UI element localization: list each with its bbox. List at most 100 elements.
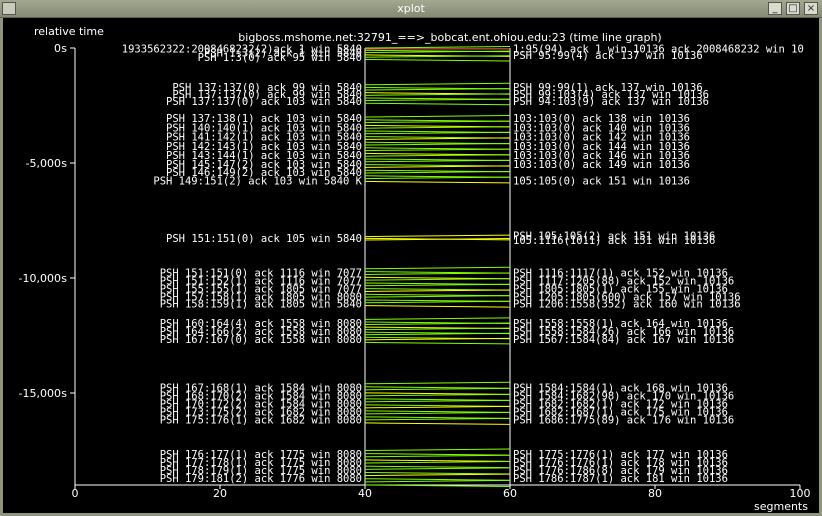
segment-line xyxy=(364,386,511,389)
segment-line xyxy=(364,392,511,395)
packet-label-left: PSH 179:181(2) ack 1776 win 8080 xyxy=(160,473,362,485)
maximize-button[interactable]: □ xyxy=(786,2,800,15)
segment-line xyxy=(364,341,511,345)
segment-line xyxy=(364,471,511,475)
segment-line xyxy=(364,165,511,168)
packet-label-right: PSH 1776:1776(1) ack 178 win 10136 xyxy=(513,457,728,469)
segment-line xyxy=(364,478,511,481)
segment-line xyxy=(364,479,511,483)
packet-label-right: 103:103(0) ack 142 win 10136 xyxy=(513,132,690,144)
packet-label-right: 105:105(0) ack 151 win 10136 xyxy=(513,175,690,187)
window-titlebar[interactable]: xplot _ □ × xyxy=(0,0,822,18)
segment-line xyxy=(364,332,511,336)
packet-label-left: PSH 137:137(0) ack 99 win 5840 xyxy=(172,82,362,94)
segment-line xyxy=(364,126,511,129)
packet-label-right: PSH 99:99(1) ack 137 win 10136 xyxy=(513,82,703,94)
x-axis-label: segments xyxy=(754,500,808,513)
window-menu-icon[interactable] xyxy=(2,2,16,15)
packet-label-left: PSH 157:158(1) ack 1805 win 8080 xyxy=(160,291,362,303)
packet-label-left: PSH 151:151(0) ack 105 win 5840 xyxy=(166,233,362,245)
packet-label-left: PSH 1:3(2) ack 1 win 5840 xyxy=(204,48,362,60)
segment-line xyxy=(364,131,511,135)
segment-line xyxy=(364,171,511,174)
packet-label-right: PSH 1584:1682(98) ack 170 win 10136 xyxy=(513,390,734,402)
segment-line xyxy=(364,120,511,124)
packet-label-right: PSH 1682:1682(1) ack 172 win 10136 xyxy=(513,398,728,410)
packet-label-right: PSH 1205:1805(600) ack 157 win 10136 xyxy=(513,291,741,303)
segment-line xyxy=(364,278,511,281)
packet-label-left: PSH 177:178(1) ack 1775 win 8080 xyxy=(160,457,362,469)
window-frame xyxy=(0,18,822,516)
segment-line xyxy=(364,405,511,409)
segment-line xyxy=(364,50,511,54)
y-tick-label: 0 xyxy=(54,42,61,55)
segment-line xyxy=(364,102,511,106)
segment-line xyxy=(364,159,511,163)
y-tick-label: -10,000 xyxy=(19,272,61,285)
packet-label-left: PSH 137:138(1) ack 103 win 5840 xyxy=(166,113,362,125)
packet-label-left: PSH 151:152(1) ack 1116 win 7077 xyxy=(160,275,362,287)
packet-label-left: 1933562322:2008468232(2)ack 1 win 5840 xyxy=(122,44,362,56)
packet-label-left: PSH 155:155(1) ack 1805 win 7077 xyxy=(160,283,362,295)
packet-label-left: PSH 176:177(1) ack 1775 win 8080 xyxy=(160,449,362,461)
segment-line xyxy=(364,137,511,140)
segment-line xyxy=(364,459,511,462)
packet-label-left: PSH 143:144(1) ack 103 win 5840 xyxy=(166,150,362,162)
segment-line xyxy=(364,467,511,470)
segment-line xyxy=(364,88,511,91)
segment-line xyxy=(364,453,511,456)
y-tick-label: -15,000 xyxy=(19,387,61,400)
packet-label-right: PSH 105:105(2) ack 151 win 10136 xyxy=(513,230,715,242)
packet-label-right: PSH 1686:1775(89) ack 176 win 10136 xyxy=(513,414,734,426)
packet-label-right: PSH 94:103(9) ack 137 win 10136 xyxy=(513,96,709,108)
packet-label-right: PSH 1558:1584(26) ack 166 win 10136 xyxy=(513,326,734,338)
minimize-button[interactable]: _ xyxy=(768,2,782,15)
packet-label-right: 103:103(0) ack 138 win 10136 xyxy=(513,113,690,125)
segment-line xyxy=(364,337,511,341)
segment-line xyxy=(364,399,511,403)
packet-label-right: PSH 1682:1687(1) ack 175 win 10136 xyxy=(513,406,728,418)
segment-line xyxy=(364,238,511,241)
segment-line xyxy=(364,82,511,86)
packet-label-right: PSH 1558:1558(1) ack 164 win 10136 xyxy=(513,318,728,330)
packet-label-right: PSH 1776:1786(8) ack 179 win 10136 xyxy=(513,465,728,477)
segment-line xyxy=(364,404,511,407)
close-button[interactable]: × xyxy=(804,2,818,15)
packet-label-left: PSH 158:159(1) ack 1805 win 5840 xyxy=(160,298,362,310)
packet-label-right: PSH 1775:1776(1) ack 177 win 10136 xyxy=(513,449,728,461)
packet-label-left: PSH 160:164(4) ack 1558 win 8080 xyxy=(160,318,362,330)
segment-line xyxy=(364,266,511,270)
segment-line xyxy=(364,465,511,469)
segment-line xyxy=(364,417,511,421)
y-tick-unit: s xyxy=(61,387,67,400)
segment-line xyxy=(364,283,511,287)
segment-line xyxy=(364,484,511,487)
segment-line xyxy=(364,381,511,385)
packet-label-right: 103:103(0) ack 144 win 10136 xyxy=(513,141,690,153)
packet-label-right: 103:103(0) ack 146 win 10136 xyxy=(513,150,690,162)
segment-line xyxy=(364,289,511,292)
packet-label-right: 103:103(0) ack 140 win 10136 xyxy=(513,122,690,134)
segment-line xyxy=(364,300,511,304)
packet-label-left: PSH 141:142(1) ack 103 win 5840 xyxy=(166,132,362,144)
segment-line xyxy=(364,448,511,451)
segment-line xyxy=(364,393,511,397)
x-tick-label: 0 xyxy=(72,487,79,500)
packet-label-right: PSH 1206:1558(352) ack 160 win 10136 xyxy=(513,298,741,310)
packet-label-left: PSH 145:147(2) ack 103 win 5840 xyxy=(166,159,362,171)
packet-label-left: PSH 170:172(2) ack 1584 win 8080 xyxy=(160,398,362,410)
packet-label-left: PSH 142:143(1) ack 103 win 5840 xyxy=(166,141,362,153)
segment-line xyxy=(364,398,511,401)
segment-line xyxy=(364,416,511,419)
packet-label-left: PSH 137:137(0) ack 99 win 5840 xyxy=(172,89,362,101)
packet-label-right: PSH 99:103(4) ack 137 win 10136 xyxy=(513,89,709,101)
packet-label-right: PSH 1584:1584(1) ack 168 win 10136 xyxy=(513,382,728,394)
y-tick-unit: s xyxy=(61,272,67,285)
segment-line xyxy=(364,387,511,391)
segment-line xyxy=(364,180,511,184)
packet-label-right: PSH 1805:1805(1) ack 155 win 10136 xyxy=(513,283,728,295)
segment-line xyxy=(364,422,511,425)
packet-label-right: PSH 95:99(4) ack 137 win 10136 xyxy=(513,50,703,62)
segment-line xyxy=(364,272,511,275)
